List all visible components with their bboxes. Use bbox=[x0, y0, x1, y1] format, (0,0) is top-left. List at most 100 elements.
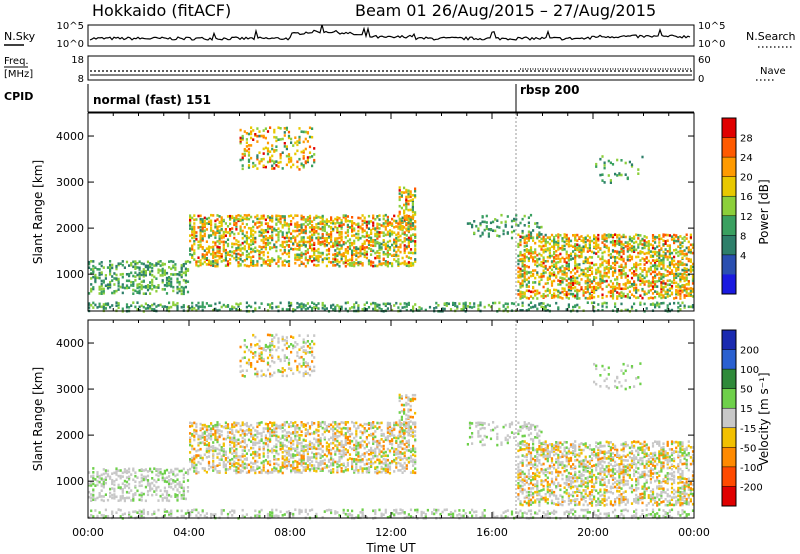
heatmap-cell bbox=[256, 432, 259, 435]
heatmap-cell bbox=[363, 216, 366, 220]
heatmap-cell bbox=[151, 477, 154, 480]
heatmap-cell bbox=[618, 265, 621, 268]
heatmap-cell bbox=[658, 292, 661, 296]
heatmap-cell bbox=[283, 264, 286, 267]
heatmap-cell bbox=[258, 445, 261, 449]
heatmap-cell bbox=[523, 265, 526, 269]
heatmap-cell bbox=[582, 272, 585, 276]
heatmap-cell bbox=[184, 285, 187, 289]
heatmap-cell bbox=[400, 191, 403, 194]
heatmap-cell bbox=[123, 479, 126, 483]
heatmap-cell bbox=[409, 237, 413, 240]
heatmap-cell bbox=[544, 289, 547, 293]
heatmap-cell bbox=[151, 307, 154, 311]
heatmap-cell bbox=[290, 432, 293, 435]
heatmap-cell bbox=[287, 230, 291, 234]
heatmap-cell bbox=[536, 258, 539, 261]
heatmap-cell bbox=[243, 432, 246, 436]
heatmap-cell bbox=[157, 478, 160, 481]
heatmap-cell bbox=[519, 286, 522, 289]
heatmap-cell bbox=[281, 240, 284, 244]
heatmap-cell bbox=[521, 309, 524, 312]
heatmap-cell bbox=[176, 273, 179, 276]
heatmap-cell bbox=[159, 489, 162, 492]
heatmap-cell bbox=[266, 259, 270, 262]
heatmap-cell bbox=[513, 217, 516, 221]
heatmap-cell bbox=[407, 264, 410, 268]
heatmap-cell bbox=[130, 304, 133, 307]
heatmap-cell bbox=[308, 219, 312, 223]
heatmap-cell bbox=[279, 138, 282, 141]
heatmap-cell bbox=[662, 275, 665, 279]
heatmap-cell bbox=[523, 252, 526, 256]
heatmap-cell bbox=[258, 447, 261, 450]
heatmap-cell bbox=[214, 449, 217, 453]
heatmap-cell bbox=[233, 250, 236, 253]
heatmap-cell bbox=[668, 254, 671, 257]
heatmap-cell bbox=[588, 267, 591, 270]
heatmap-cell bbox=[222, 447, 225, 451]
heatmap-cell bbox=[633, 286, 636, 290]
heatmap-cell bbox=[456, 305, 459, 308]
heatmap-cell bbox=[106, 286, 110, 290]
heatmap-cell bbox=[313, 216, 316, 220]
heatmap-cell bbox=[506, 302, 509, 306]
heatmap-cell bbox=[626, 243, 629, 246]
heatmap-cell bbox=[311, 127, 314, 130]
heatmap-cell bbox=[485, 214, 488, 218]
heatmap-cell bbox=[557, 294, 560, 297]
heatmap-cell bbox=[489, 228, 493, 231]
heatmap-cell bbox=[210, 437, 213, 441]
heatmap-cell bbox=[117, 282, 120, 285]
heatmap-cell bbox=[500, 213, 503, 217]
heatmap-cell bbox=[277, 214, 280, 218]
heatmap-cell bbox=[300, 231, 303, 234]
heatmap-cell bbox=[271, 164, 274, 168]
heatmap-cell bbox=[262, 461, 265, 465]
heatmap-cell bbox=[586, 250, 589, 253]
heatmap-cell bbox=[323, 237, 326, 240]
heatmap-cell bbox=[315, 226, 318, 229]
heatmap-cell bbox=[256, 465, 259, 468]
heatmap-cell bbox=[681, 301, 684, 305]
heatmap-cell bbox=[673, 301, 676, 305]
heatmap-cell bbox=[144, 273, 147, 277]
heatmap-cell bbox=[599, 277, 602, 281]
heatmap-cell bbox=[218, 231, 221, 235]
heatmap-cell bbox=[584, 236, 587, 239]
heatmap-cell bbox=[109, 487, 112, 491]
heatmap-cell bbox=[296, 140, 299, 143]
heatmap-cell bbox=[109, 305, 112, 309]
heatmap-cell bbox=[346, 239, 349, 243]
heatmap-cell bbox=[290, 464, 293, 467]
heatmap-cell bbox=[214, 253, 217, 257]
heatmap-cell bbox=[668, 246, 671, 249]
heatmap-cell bbox=[635, 261, 638, 265]
heatmap-cell bbox=[565, 261, 568, 264]
heatmap-cell bbox=[614, 287, 617, 291]
heatmap-cell bbox=[199, 436, 202, 439]
heatmap-cell bbox=[214, 264, 217, 268]
colorbar-segment bbox=[722, 118, 736, 139]
heatmap-cell bbox=[378, 256, 381, 260]
heatmap-cell bbox=[201, 436, 204, 439]
heatmap-cell bbox=[519, 243, 522, 247]
heatmap-cell bbox=[266, 147, 270, 150]
heatmap-cell bbox=[292, 216, 295, 220]
heatmap-cell bbox=[361, 219, 364, 223]
heatmap-cell bbox=[237, 422, 240, 425]
heatmap-cell bbox=[572, 268, 575, 272]
heatmap-cell bbox=[452, 303, 455, 306]
heatmap-cell bbox=[380, 262, 383, 265]
heatmap-cell bbox=[165, 292, 169, 295]
heatmap-cell bbox=[582, 269, 585, 272]
heatmap-cell bbox=[380, 246, 383, 249]
heatmap-cell bbox=[275, 467, 278, 471]
heatmap-cell bbox=[233, 236, 236, 240]
heatmap-cell bbox=[186, 468, 190, 472]
heatmap-cell bbox=[498, 234, 501, 238]
heatmap-cell bbox=[90, 260, 93, 263]
heatmap-cell bbox=[256, 217, 259, 221]
heatmap-cell bbox=[618, 252, 621, 256]
